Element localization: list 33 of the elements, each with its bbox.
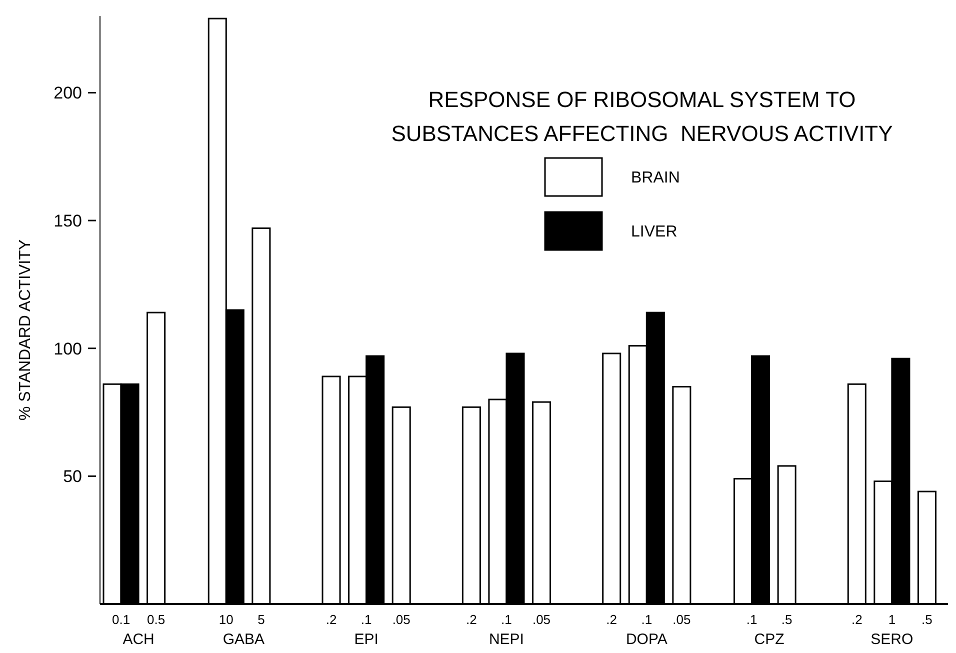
- x-tick-label: .2: [851, 612, 862, 627]
- x-tick-label: .1: [641, 612, 652, 627]
- x-tick-label: 1: [888, 612, 896, 627]
- text: SERO: [870, 631, 914, 648]
- text: EPI: [354, 631, 378, 648]
- x-tick-label: .1: [360, 612, 372, 627]
- legend-label: BRAIN: [631, 170, 680, 187]
- text: NEPI: [488, 631, 524, 648]
- text: CPZ: [754, 631, 784, 648]
- x-tick-label: 0.5: [147, 612, 166, 627]
- text: DOPA: [626, 631, 668, 648]
- x-tick-label: .5: [781, 612, 792, 627]
- x-tick-label: .2: [326, 612, 337, 627]
- y-tick-label: 150: [54, 211, 82, 230]
- x-tick-label: .1: [746, 612, 758, 627]
- x-tick-label: .05: [392, 612, 410, 627]
- legend-label: LIVER: [631, 224, 678, 241]
- x-tick-label: .2: [466, 612, 477, 627]
- y-axis-title: % STANDARD ACTIVITY: [17, 239, 34, 421]
- text: ACH: [122, 631, 154, 648]
- x-tick-label: .05: [672, 612, 691, 627]
- text: RESPONSE OF RIBOSOMAL SYSTEM TO SUBSTANCES AFFECTING NERVOUS ACTIVITY: [391, 87, 894, 146]
- y-tick-label: 50: [63, 467, 82, 486]
- y-tick-label: 100: [54, 339, 82, 358]
- x-tick-label: 5: [258, 612, 265, 627]
- x-tick-label: 10: [218, 612, 234, 627]
- x-tick-label: 0.1: [112, 612, 130, 627]
- x-tick-label: .2: [606, 612, 618, 627]
- y-tick-label: 200: [54, 84, 82, 103]
- x-tick-label: .1: [501, 612, 512, 627]
- x-tick-label: .5: [922, 612, 932, 627]
- text: GABA: [222, 631, 265, 648]
- x-tick-label: .05: [532, 612, 551, 627]
